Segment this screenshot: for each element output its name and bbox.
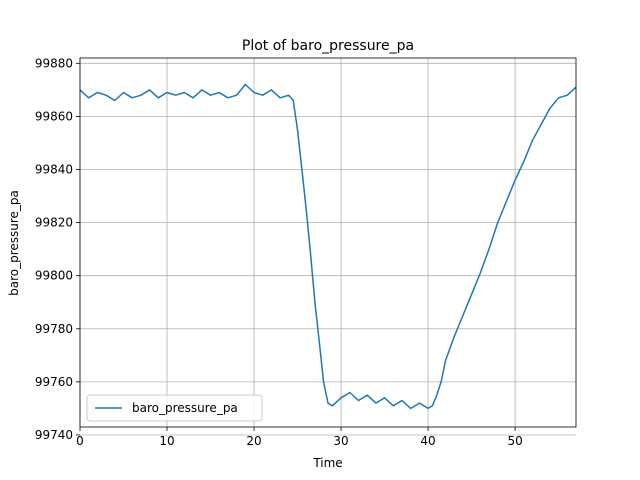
x-tick-label: 40 — [420, 434, 435, 448]
x-axis-label: Time — [312, 456, 342, 470]
legend-label: baro_pressure_pa — [132, 401, 238, 415]
axes-frame — [79, 57, 577, 428]
series-layer — [79, 83, 577, 410]
y-tick-label: 99740 — [35, 428, 73, 442]
x-axis-ticks: 0 10 20 30 40 50 — [76, 427, 523, 448]
y-tick-label: 99760 — [35, 375, 73, 389]
y-tick-label: 99880 — [35, 56, 73, 70]
series-line-0 — [79, 83, 577, 410]
legend-box — [86, 394, 263, 422]
y-axis-label: baro_pressure_pa — [7, 190, 21, 296]
x-tick-label: 30 — [333, 434, 348, 448]
y-tick-label: 99840 — [35, 162, 73, 176]
chart-title: Plot of baro_pressure_pa — [242, 38, 414, 54]
x-tick-label: 20 — [246, 434, 261, 448]
legend: baro_pressure_pa — [86, 394, 263, 422]
grid — [79, 58, 576, 436]
y-tick-label: 99800 — [35, 269, 73, 283]
y-axis-ticks: 99740 99760 99780 99800 99820 99840 99860 99880 — [35, 56, 80, 442]
y-tick-label: 99820 — [35, 216, 73, 230]
y-tick-label: 99860 — [35, 109, 73, 123]
x-tick-label: 0 — [76, 434, 84, 448]
x-tick-label: 10 — [159, 434, 174, 448]
x-tick-label: 50 — [507, 434, 522, 448]
y-tick-label: 99780 — [35, 322, 73, 336]
